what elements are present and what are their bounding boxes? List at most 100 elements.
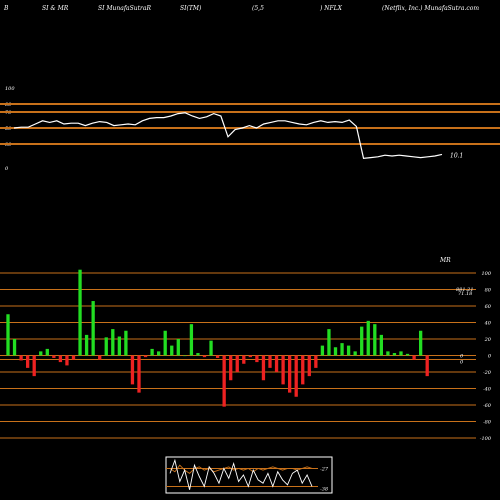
header-company: (Netflix, Inc.) MunafaSutra.com <box>382 5 479 12</box>
header-indicator-tm: SI(TM) <box>180 5 202 12</box>
rsi-panel: 10080705030010.1 <box>0 86 500 172</box>
header-source: SI MunafaSutraR <box>98 5 151 12</box>
rsi-y-tick-label: 100 <box>5 86 15 92</box>
rsi-last-value: 10.1 <box>450 152 463 159</box>
mrsi-bar <box>281 355 285 385</box>
mrsi-zero-label: 0 <box>460 354 464 360</box>
mrsi-bar <box>209 340 213 356</box>
mrsi-y-tick-label: 40 <box>484 321 492 327</box>
mrsi-bar <box>412 355 416 360</box>
mrsi-bar <box>333 347 338 356</box>
mrsi-bar <box>117 336 121 356</box>
mrsi-y-tick-label: 0 <box>488 354 492 360</box>
mrsi-y-tick-label: 20 <box>484 337 492 343</box>
mrsi-bar <box>301 355 305 385</box>
mrsi-bar <box>170 345 174 356</box>
mrsi-bar <box>32 355 36 377</box>
mrsi-bar <box>163 330 167 356</box>
mrsi-zero-label: 0 <box>460 360 464 366</box>
mrsi-y-tick-label: -20 <box>483 370 492 376</box>
mrsi-bar <box>176 339 180 356</box>
mrsi-bar <box>386 351 390 356</box>
mrsi-bar <box>360 326 364 356</box>
mrsi-bar <box>104 337 108 356</box>
mrsi-bar <box>111 329 115 356</box>
mrsi-title: MR <box>439 257 451 264</box>
mrsi-bar <box>84 334 89 356</box>
mrsi-bar <box>346 345 351 356</box>
mrsi-bar <box>425 355 429 377</box>
mrsi-bar <box>130 355 135 385</box>
mrsi-bar <box>268 355 272 368</box>
mrsi-bar <box>6 314 10 356</box>
mini-series-line <box>169 458 313 490</box>
mrsi-bar <box>157 351 161 356</box>
header-symbol: ) NFLX <box>319 5 343 12</box>
mrsi-bar <box>255 355 259 363</box>
mrsi-bar <box>78 269 82 356</box>
mrsi-y-tick-label: 100 <box>481 271 491 277</box>
rsi-line <box>13 112 443 160</box>
mrsi-top-label: 71.18 <box>458 291 472 297</box>
mrsi-bar <box>143 355 148 358</box>
mrsi-y-tick-label: 80 <box>485 288 492 294</box>
mrsi-bar <box>98 355 102 360</box>
mrsi-bar <box>12 339 17 356</box>
mrsi-bar <box>202 355 207 358</box>
mrsi-bar <box>340 343 344 356</box>
mrsi-bar <box>45 348 49 356</box>
mrsi-bar <box>65 355 69 366</box>
mrsi-bar <box>183 355 187 357</box>
mrsi-bar <box>19 355 23 361</box>
mrsi-bar <box>124 330 128 356</box>
mrsi-bar <box>353 351 357 356</box>
mrsi-bar <box>235 355 239 372</box>
mrsi-y-tick-label: -100 <box>480 436 492 442</box>
mrsi-bar <box>327 329 331 356</box>
mrsi-bar <box>314 355 318 368</box>
mrsi-bar <box>307 355 311 377</box>
mini-panel: -27 -38 <box>165 456 333 494</box>
mrsi-bar <box>419 330 423 356</box>
mrsi-bar <box>39 351 43 356</box>
mrsi-bar <box>366 320 370 356</box>
mrsi-bar <box>248 355 252 358</box>
header-indicator-name: SI & MR <box>42 5 69 12</box>
mini-value-label: -38 <box>320 486 328 492</box>
mrsi-panel: MR100806040200-20-40-60-80-10000881.2171… <box>0 257 492 442</box>
mrsi-bar <box>229 355 233 381</box>
mrsi-y-tick-label: -80 <box>483 420 492 426</box>
mrsi-y-tick-label: -40 <box>483 387 492 393</box>
mrsi-y-tick-label: -60 <box>483 403 492 409</box>
mrsi-bar <box>137 355 141 393</box>
mini-frame <box>165 456 333 494</box>
mrsi-bar <box>52 355 56 358</box>
mrsi-bar <box>196 353 200 356</box>
mrsi-bar <box>405 353 410 356</box>
mrsi-bar <box>242 355 246 364</box>
mrsi-bar <box>71 355 76 360</box>
mrsi-top-label: 881.21 <box>456 287 474 293</box>
mrsi-bar <box>26 355 30 368</box>
header-ticker-fragment: B <box>3 5 9 12</box>
mrsi-bar <box>399 351 403 356</box>
mrsi-bar <box>373 324 377 356</box>
mini-value-label: -27 <box>320 466 329 472</box>
mrsi-bar <box>379 334 383 356</box>
mrsi-bar <box>91 301 95 356</box>
mrsi-bar <box>320 345 325 356</box>
mrsi-bar <box>189 324 194 356</box>
header-period: (5,5 <box>252 5 264 12</box>
mrsi-bar <box>215 355 220 358</box>
mrsi-y-tick-label: 60 <box>485 304 492 310</box>
mrsi-bar <box>392 353 397 356</box>
mrsi-bar <box>150 348 154 356</box>
mrsi-bar <box>58 355 63 363</box>
mrsi-bar <box>274 355 279 372</box>
mrsi-bar <box>222 355 226 407</box>
mrsi-bar <box>294 355 298 397</box>
mrsi-bar <box>261 355 266 381</box>
mrsi-bar <box>288 355 292 393</box>
